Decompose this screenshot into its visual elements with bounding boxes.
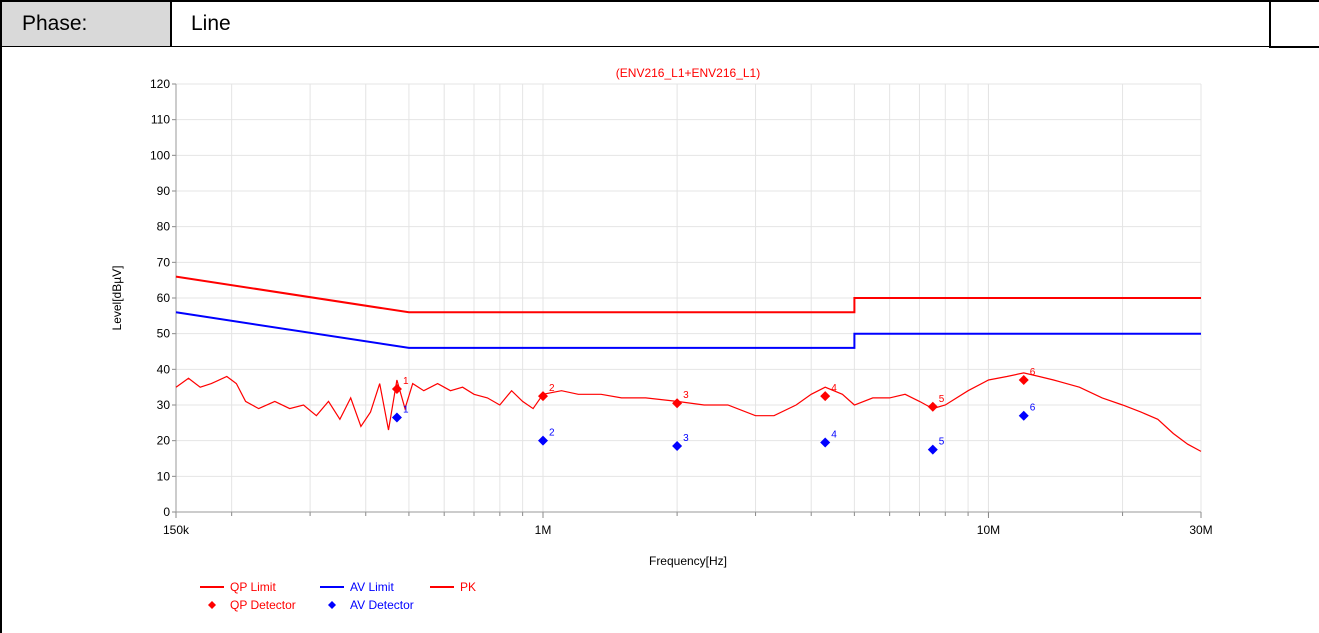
y-tick-label: 30 (157, 398, 171, 412)
y-tick-label: 40 (157, 362, 171, 376)
x-tick-label: 10M (977, 523, 1000, 537)
y-tick-label: 70 (157, 255, 171, 269)
legend-qp-detector-label: QP Detector (230, 598, 296, 612)
frame-right-border (1269, 2, 1271, 46)
y-tick-label: 80 (157, 220, 171, 234)
y-tick-label: 20 (157, 434, 171, 448)
qp-detector-marker-label: 2 (549, 383, 555, 394)
y-axis-label: Level[dBµV] (110, 266, 124, 331)
legend-qp-detector-swatch (208, 601, 216, 609)
y-tick-label: 120 (150, 77, 170, 91)
y-tick-label: 100 (150, 148, 170, 162)
y-tick-label: 50 (157, 327, 171, 341)
y-tick-label: 90 (157, 184, 171, 198)
qp-detector-marker (820, 391, 831, 402)
qp-detector-marker-label: 3 (683, 390, 689, 401)
qp-detector-marker-label: 5 (939, 394, 945, 405)
av-detector-marker (1018, 410, 1029, 421)
x-tick-label: 1M (535, 523, 552, 537)
av-detector-marker-label: 3 (683, 433, 689, 444)
y-tick-label: 60 (157, 291, 171, 305)
av-detector-marker-label: 2 (549, 428, 555, 439)
frame-top-border (0, 0, 1319, 2)
av-detector-marker-label: 6 (1030, 403, 1036, 414)
chart-legend: QP Limit AV Limit PK QP Detector AV Detector (200, 580, 476, 612)
legend-qp-limit-label: QP Limit (230, 580, 276, 594)
legend-av-limit-label: AV Limit (350, 580, 394, 594)
qp-detector-marker (927, 401, 938, 412)
legend-av-detector-swatch (328, 601, 336, 609)
qp-detector-marker-label: 1 (403, 376, 409, 387)
chart-markers: 1 2 3 4 5 6 1 2 3 4 5 6 (391, 367, 1036, 455)
qp-detector-marker-label: 4 (831, 383, 837, 394)
av-detector-marker-label: 4 (831, 429, 837, 440)
legend-av-detector-label: AV Detector (350, 598, 414, 612)
qp-detector-marker-label: 6 (1030, 367, 1036, 378)
av-detector-marker (391, 412, 402, 423)
legend-pk-label: PK (460, 580, 476, 594)
av-limit-line (175, 311, 1201, 349)
qp-detector-marker (1018, 375, 1029, 386)
av-detector-marker (820, 437, 831, 448)
phase-value: Line (191, 12, 231, 35)
phase-label: Phase: (22, 12, 88, 35)
frame-left-border (0, 0, 2, 633)
av-detector-marker (538, 435, 549, 446)
y-tick-label: 10 (157, 469, 171, 483)
qp-limit-line (175, 275, 1201, 314)
av-detector-marker-label: 5 (939, 437, 945, 448)
chart-axes: 0 10 20 30 40 50 60 70 80 90 100 110 120 150k 1M 10M 30M (150, 77, 1213, 537)
x-tick-label: 30M (1189, 523, 1212, 537)
chart-series (175, 275, 1202, 452)
av-detector-marker-label: 1 (403, 404, 409, 415)
header-row-divider-right (1269, 46, 1319, 48)
av-detector-marker (672, 441, 683, 452)
qp-detector-marker (538, 391, 549, 402)
x-tick-label: 150k (163, 523, 190, 537)
y-tick-label: 0 (163, 505, 170, 519)
header-row-divider (2, 46, 1269, 47)
pk-line (175, 372, 1202, 452)
qp-detector-marker (672, 398, 683, 409)
phase-label-cell (2, 2, 172, 46)
qp-detector-marker (391, 383, 402, 394)
chart-title: (ENV216_L1+ENV216_L1) (616, 66, 760, 80)
x-axis-label: Frequency[Hz] (649, 554, 727, 568)
av-detector-marker (927, 444, 938, 455)
y-tick-label: 110 (151, 113, 170, 127)
